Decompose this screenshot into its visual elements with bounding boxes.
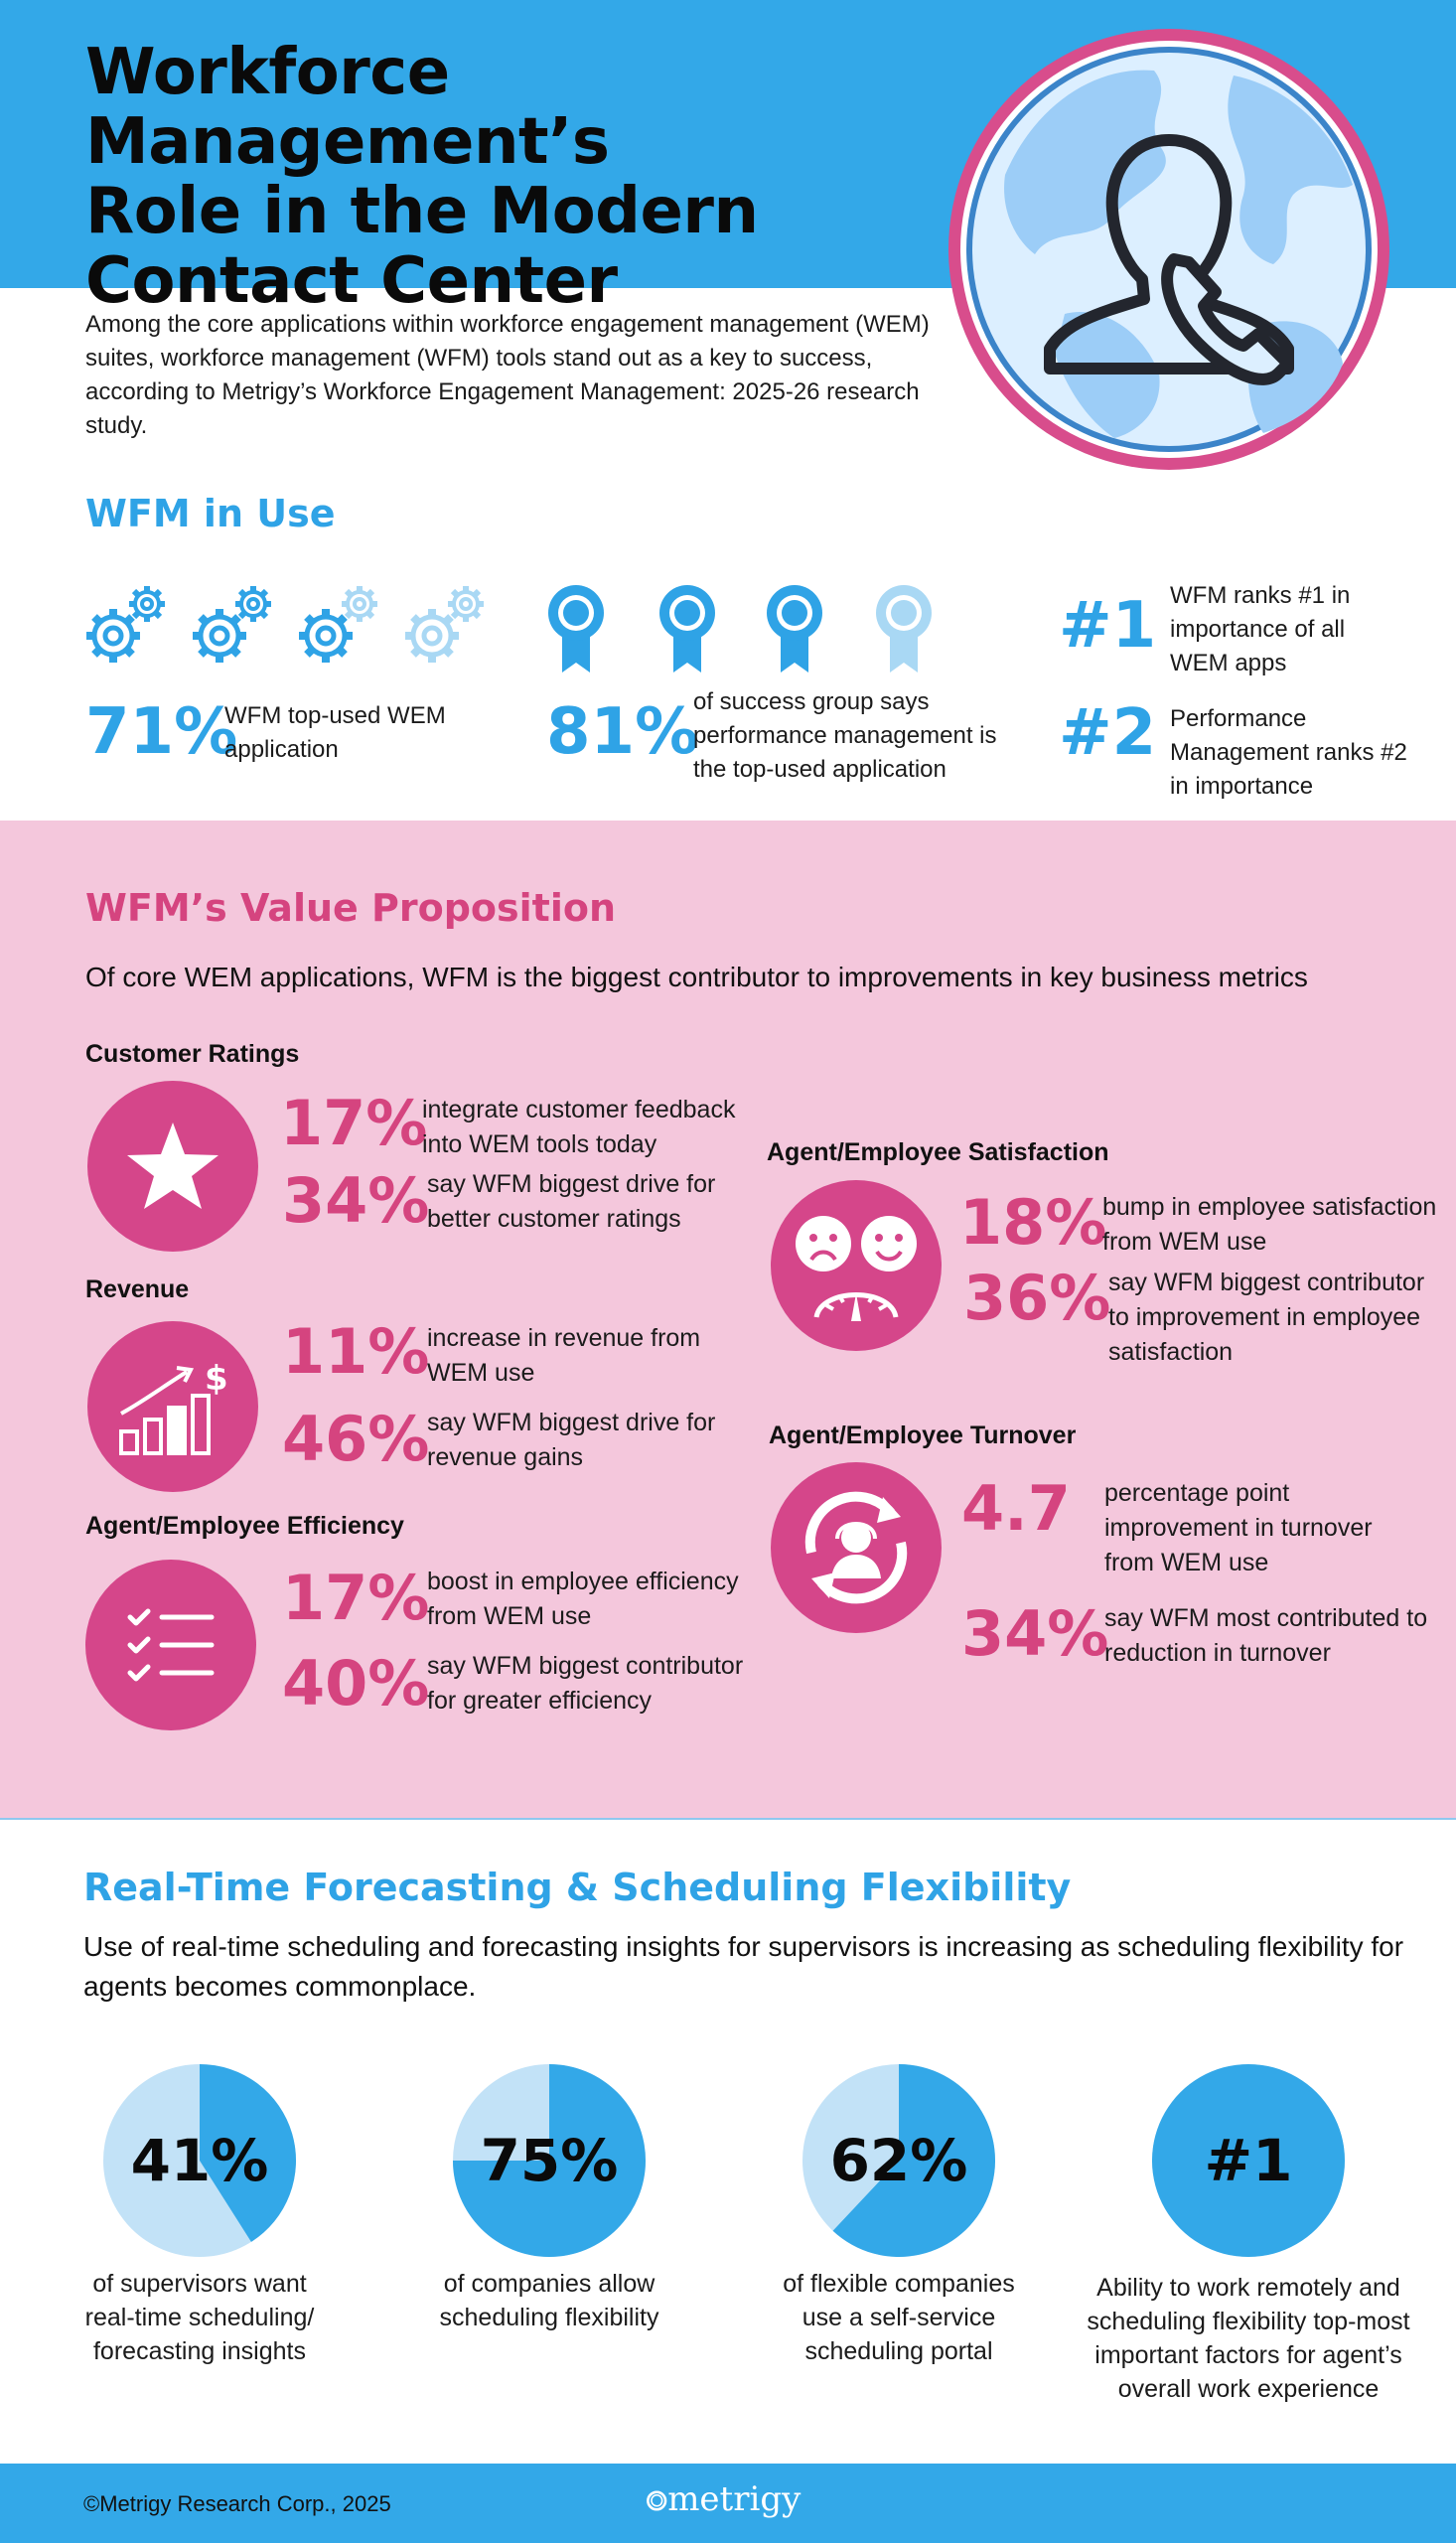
customer-ratings-heading: Customer Ratings — [85, 1040, 300, 1068]
turnover-stat1-value: 4.7 — [961, 1472, 1071, 1545]
pie-3-slice — [832, 2064, 995, 2257]
title-line-1: Workforce Management’s — [85, 36, 610, 179]
revenue-heading: Revenue — [85, 1275, 190, 1303]
pie-chart-1: 41% — [103, 2064, 296, 2257]
title-line-3: Contact Center — [85, 244, 618, 318]
agent-phone-globe-icon — [948, 29, 1389, 470]
rank-1-text: WFM ranks #1 in importance of all WEM ap… — [1170, 582, 1351, 676]
rank-2-value: #2 — [1059, 696, 1157, 770]
rank-1-value: #1 — [1059, 589, 1157, 663]
efficiency-heading: Agent/Employee Efficiency — [85, 1512, 404, 1540]
customer-ratings-stat2-value: 34% — [282, 1164, 430, 1237]
svg-text:$: $ — [205, 1359, 228, 1399]
satisfaction-stat1-text: bump in employee satisfaction from WEM u… — [1102, 1193, 1437, 1256]
revenue-stat2-value: 46% — [282, 1403, 430, 1475]
customer-ratings-stat1-value: 17% — [280, 1087, 428, 1159]
pie-2-label: 75% — [481, 2127, 619, 2194]
pie-4-label: #1 — [1205, 2127, 1293, 2194]
pie-1-slice — [200, 2064, 296, 2242]
gears-icon — [85, 576, 503, 666]
turnover-stat2-text: say WFM most contributed to reduction in… — [1104, 1604, 1428, 1667]
metrigy-logo: ⭗metrigy — [646, 2479, 801, 2519]
stat-81-text: of success group says performance manage… — [693, 688, 997, 783]
section-title-wfm-in-use: WFM in Use — [85, 492, 336, 535]
revenue-stat1-text: increase in revenue from WEM use — [427, 1324, 701, 1387]
stat-71-value: 71% — [85, 695, 238, 769]
pie-4-slice — [1152, 2064, 1345, 2257]
agent-rotation-icon — [771, 1462, 942, 1633]
satisfaction-stat2-value: 36% — [963, 1262, 1111, 1334]
pie-chart-2: 75% — [453, 2064, 646, 2257]
real-time-subtitle: Use of real-time scheduling and forecast… — [83, 1931, 1404, 2002]
customer-ratings-stat2-text: say WFM biggest drive for better custome… — [427, 1170, 716, 1233]
page-title: Workforce Management’s Role in the Moder… — [85, 38, 979, 316]
value-proposition-subtitle: Of core WEM applications, WFM is the big… — [85, 962, 1308, 992]
customer-ratings-stat1-text: integrate customer feedback into WEM too… — [422, 1096, 736, 1158]
award-ribbons-icon — [548, 585, 932, 673]
satisfaction-heading: Agent/Employee Satisfaction — [767, 1138, 1109, 1166]
satisfaction-stat1-value: 18% — [959, 1186, 1107, 1259]
revenue-stat2-text: say WFM biggest drive for revenue gains — [427, 1409, 716, 1471]
intro-paragraph: Among the core applications within workf… — [85, 311, 930, 439]
satisfaction-stat2-text: say WFM biggest contributor to improveme… — [1108, 1269, 1425, 1366]
rank-2-text: Performance Management ranks #2 in impor… — [1170, 705, 1407, 800]
stat-71-text: WFM top-used WEM application — [224, 702, 446, 763]
pie-3-label: 62% — [830, 2127, 968, 2194]
efficiency-stat2-value: 40% — [282, 1647, 430, 1720]
star-icon — [87, 1081, 258, 1252]
pie-2-caption: of companies allow scheduling flexibilit… — [439, 2270, 659, 2331]
pie-4-caption: Ability to work remotely and scheduling … — [1087, 2274, 1410, 2403]
efficiency-stat1-value: 17% — [282, 1562, 430, 1634]
logo-text: metrigy — [667, 2479, 801, 2519]
stat-81-value: 81% — [546, 695, 699, 769]
pie-3-caption: of flexible companies use a self-service… — [783, 2270, 1015, 2365]
title-line-2: Role in the Modern — [85, 175, 759, 248]
revenue-stat1-value: 11% — [282, 1315, 430, 1388]
copyright-text: ©Metrigy Research Corp., 2025 — [83, 2491, 391, 2516]
efficiency-stat2-text: say WFM biggest contributor for greater … — [427, 1652, 744, 1715]
efficiency-stat1-text: boost in employee efficiency from WEM us… — [427, 1568, 739, 1630]
section-divider — [0, 1818, 1456, 1820]
section-title-real-time: Real-Time Forecasting & Scheduling Flexi… — [83, 1866, 1072, 1909]
turnover-heading: Agent/Employee Turnover — [769, 1421, 1077, 1449]
revenue-growth-icon: $ — [87, 1321, 258, 1492]
turnover-stat1-text: percentage point improvement in turnover… — [1104, 1479, 1373, 1576]
footer-band — [0, 2464, 1456, 2543]
pie-1-caption: of supervisors want real-time scheduling… — [84, 2270, 315, 2365]
pie-2-slice — [453, 2064, 646, 2257]
logo-mark-icon: ⭗ — [646, 2484, 668, 2517]
pie-chart-3: 62% — [802, 2064, 995, 2257]
checklist-icon — [85, 1560, 256, 1730]
section-title-value-proposition: WFM’s Value Proposition — [85, 886, 617, 930]
turnover-stat2-value: 34% — [961, 1597, 1109, 1670]
satisfaction-faces-gauge-icon — [771, 1180, 942, 1351]
pie-chart-4: #1 — [1152, 2064, 1345, 2257]
pie-1-label: 41% — [131, 2127, 269, 2194]
